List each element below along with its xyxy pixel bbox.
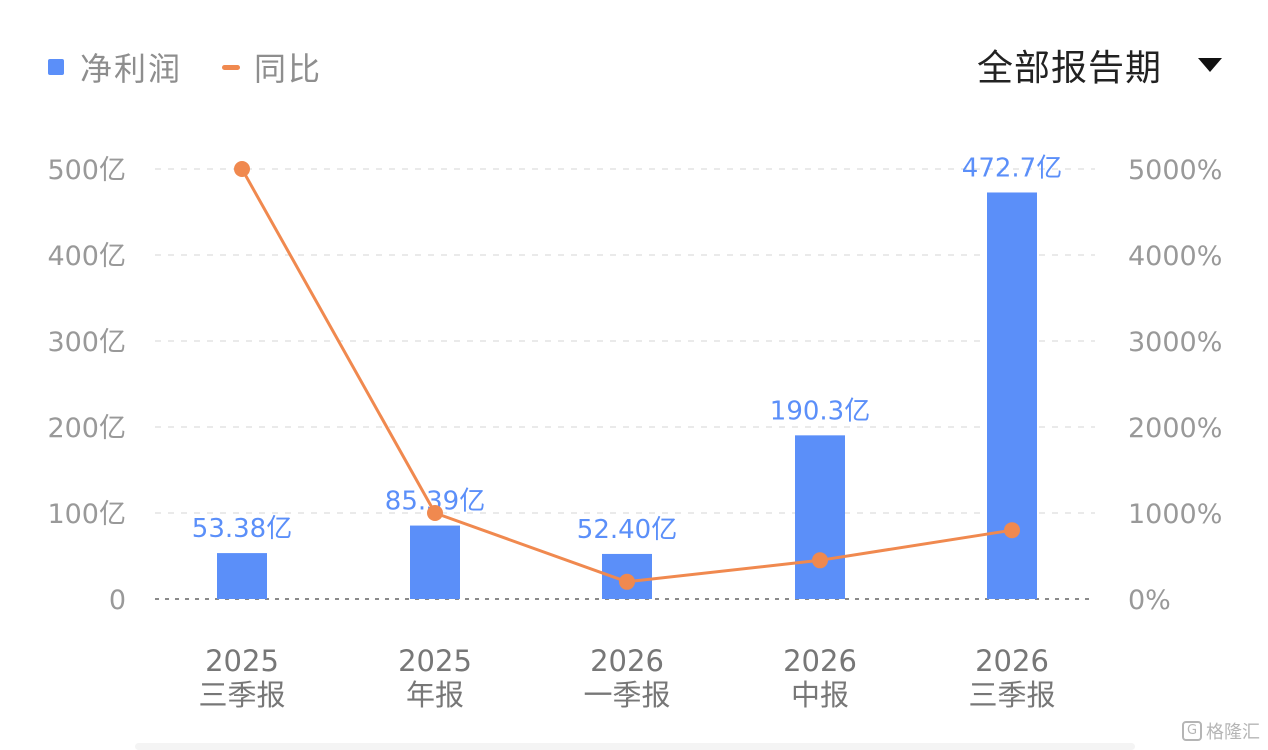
bar-value-label: 190.3亿 <box>770 396 870 426</box>
bar-value-label: 52.40亿 <box>577 515 677 545</box>
chart-legend: 净利润 同比 <box>48 44 362 90</box>
y-right-tick-label: 1000% <box>1128 499 1222 530</box>
legend-item-net-profit[interactable]: 净利润 <box>48 44 182 90</box>
bar <box>795 435 845 599</box>
y-right-tick-label: 0% <box>1128 585 1171 616</box>
bar-swatch-icon <box>48 59 64 75</box>
y-left-tick-label: 200亿 <box>47 413 126 444</box>
y-right-tick-label: 2000% <box>1128 413 1222 444</box>
legend-item-yoy[interactable]: 同比 <box>222 44 322 90</box>
category-year-label: 2026 <box>975 644 1049 678</box>
bar-value-label: 472.7亿 <box>962 153 1062 183</box>
category-year-label: 2025 <box>205 644 279 678</box>
line-swatch-icon <box>222 64 241 70</box>
y-right-tick-label: 4000% <box>1128 241 1222 272</box>
y-right-tick-label: 3000% <box>1128 327 1222 358</box>
yoy-point <box>812 552 828 569</box>
category-year-label: 2026 <box>783 644 857 678</box>
y-left-tick-label: 500亿 <box>47 155 126 186</box>
legend-label-net-profit: 净利润 <box>80 50 183 88</box>
report-period-dropdown[interactable]: 全部报告期 <box>977 40 1222 90</box>
y-left-tick-label: 400亿 <box>47 241 126 272</box>
y-right-tick-label: 5000% <box>1128 155 1222 186</box>
bar-value-label: 53.38亿 <box>192 514 292 544</box>
yoy-point <box>427 505 443 521</box>
yoy-point <box>619 573 635 590</box>
yoy-point <box>234 161 250 177</box>
bar <box>217 553 267 599</box>
category-period-label: 年报 <box>406 678 464 712</box>
y-left-tick-label: 0 <box>109 585 126 616</box>
watermark: G 格隆汇 <box>1182 718 1260 744</box>
caret-down-icon <box>1198 58 1222 72</box>
watermark-text: 格隆汇 <box>1206 722 1260 743</box>
legend-label-yoy: 同比 <box>254 50 323 88</box>
y-left-tick-label: 100亿 <box>47 499 126 530</box>
category-year-label: 2025 <box>398 644 472 678</box>
report-period-label: 全部报告期 <box>976 48 1162 89</box>
y-left-tick-label: 300亿 <box>47 327 126 358</box>
category-year-label: 2026 <box>590 644 664 678</box>
bottom-scroll-strip <box>135 743 1135 750</box>
watermark-logo-icon: G <box>1182 721 1202 741</box>
category-period-label: 三季报 <box>198 678 285 712</box>
yoy-point <box>1004 522 1020 539</box>
category-period-label: 一季报 <box>583 678 670 712</box>
bar <box>410 525 460 599</box>
category-period-label: 中报 <box>791 678 849 712</box>
category-period-label: 三季报 <box>968 678 1055 712</box>
